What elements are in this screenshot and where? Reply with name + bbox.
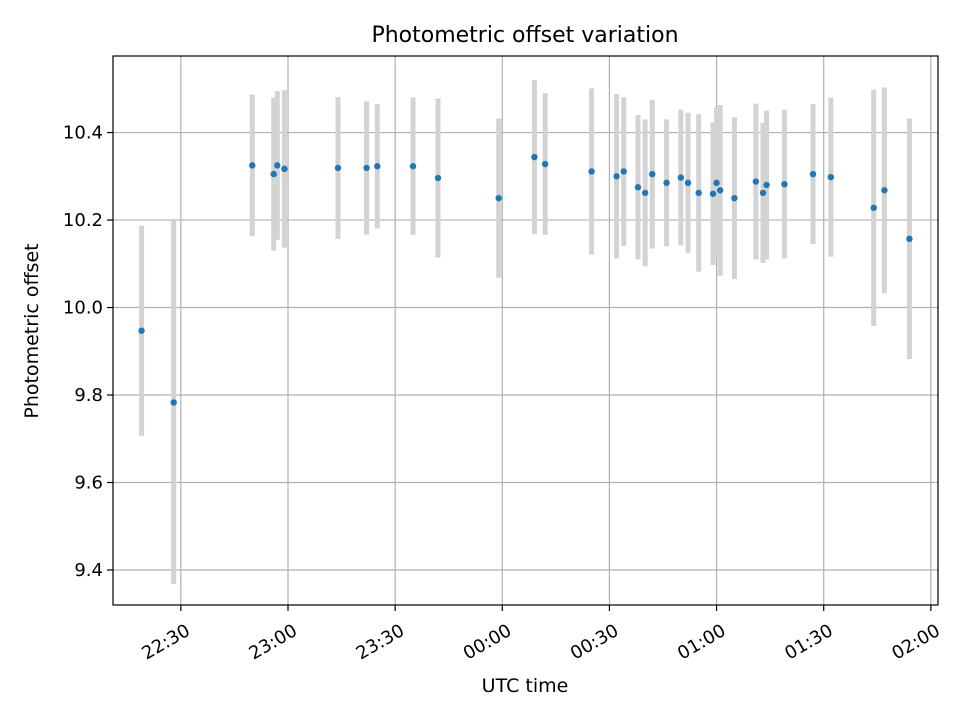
data-point xyxy=(613,173,620,180)
data-point xyxy=(531,153,538,161)
data-point xyxy=(374,163,381,170)
y-axis-label: Photometric offset xyxy=(21,243,43,418)
x-axis-label: UTC time xyxy=(482,675,569,697)
data-point xyxy=(588,168,595,175)
data-point xyxy=(434,174,442,182)
data-point xyxy=(170,399,177,406)
data-point xyxy=(763,181,770,189)
data-point xyxy=(731,194,738,202)
data-point xyxy=(781,180,788,188)
y-tick-label: 10.0 xyxy=(63,298,103,319)
y-tick-label: 9.8 xyxy=(74,385,103,406)
y-axis-ticks: 9.4 9.6 9.8 10.0 10.2 10.4 xyxy=(63,123,113,581)
data-point xyxy=(249,162,256,169)
y-tick-label: 10.4 xyxy=(63,123,103,144)
data-point xyxy=(641,189,649,197)
data-point xyxy=(281,165,288,173)
data-point xyxy=(677,174,685,181)
y-tick-label: 9.6 xyxy=(74,473,103,494)
data-point xyxy=(684,179,692,187)
data-point xyxy=(809,170,817,178)
data-point xyxy=(827,173,835,181)
y-tick-label: 10.2 xyxy=(63,210,103,231)
data-point xyxy=(620,168,627,175)
data-point xyxy=(870,204,877,211)
data-point xyxy=(495,194,502,202)
data-point xyxy=(363,164,370,172)
data-point xyxy=(759,189,767,197)
data-point xyxy=(541,160,549,168)
data-point xyxy=(270,170,277,178)
grid-layer xyxy=(113,56,938,605)
data-point xyxy=(334,164,342,172)
data-point xyxy=(274,162,281,169)
data-point xyxy=(695,189,702,197)
data-point xyxy=(881,187,888,194)
data-point xyxy=(709,190,717,197)
data-point xyxy=(713,179,720,187)
data-point xyxy=(138,327,145,334)
point-layer xyxy=(138,153,913,406)
data-point xyxy=(649,170,656,178)
y-tick-label: 9.4 xyxy=(74,560,103,581)
data-point xyxy=(409,163,417,170)
data-point xyxy=(906,235,913,243)
data-point xyxy=(752,178,760,185)
data-point xyxy=(634,184,642,191)
plot-frame xyxy=(112,55,939,606)
chart-title: Photometric offset variation xyxy=(371,23,678,48)
data-point xyxy=(716,187,724,194)
data-point xyxy=(663,179,670,187)
